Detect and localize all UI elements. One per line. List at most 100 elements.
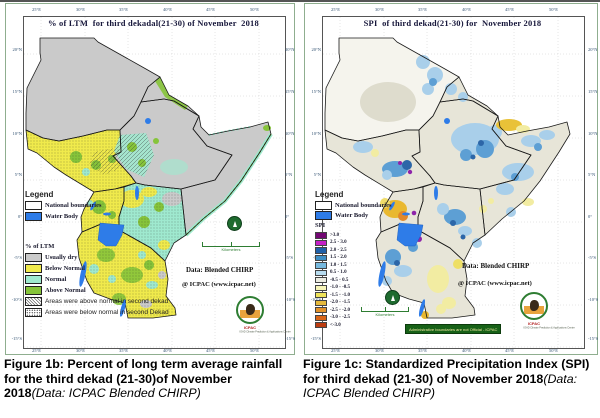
axis-tick-label: 30°E xyxy=(76,7,86,12)
axis-tick-label: 40°E xyxy=(163,348,173,353)
icpac-logo-subtitle: IGAD Climate Prediction & Applications C… xyxy=(523,326,575,330)
legend-class-swatch xyxy=(315,269,327,276)
legend-class-label: 2.0 - 2.5 xyxy=(330,247,347,253)
top-border-line xyxy=(0,0,600,2)
axis-tick-label: 5°N xyxy=(588,172,596,177)
axis-tick-label: -15°S xyxy=(285,336,296,341)
ltm-legend-section: % of LTM xyxy=(25,243,55,250)
boundary-swatch xyxy=(25,201,42,210)
scale-label: Kilometers xyxy=(221,247,241,252)
legend-class-swatch xyxy=(315,322,327,329)
axis-tick-label: 10°N xyxy=(588,131,598,136)
axis-tick-label: -10°S xyxy=(306,297,321,302)
axis-tick-label: 25°E xyxy=(331,348,341,353)
axis-tick-label: 35°E xyxy=(418,348,428,353)
axis-tick-label: 15°N xyxy=(285,89,295,94)
data-source-note: Data: Blended CHIRP xyxy=(186,266,254,274)
disclaimer-banner: Administrative boundaries are not Offici… xyxy=(405,324,502,334)
water-swatch xyxy=(25,212,42,221)
boundary-swatch xyxy=(315,201,332,210)
legend-class-label: -0.5 - 0.5 xyxy=(330,277,349,283)
axis-tick-label: 50°E xyxy=(549,7,559,12)
axis-tick-label: -5°S xyxy=(588,255,597,260)
axis-tick-label: 0° xyxy=(588,214,593,219)
hatch-label: Areas were above normal in second dekad xyxy=(45,298,169,305)
legend-class-row: 0.5 - 1.0 xyxy=(315,269,392,276)
legend-class-row: -0.5 - 0.5 xyxy=(315,277,392,284)
boundary-label: National boundaries xyxy=(45,202,102,209)
legend-class-row: -1.0 - -0.5 xyxy=(315,284,392,291)
attribution-note: @ ICPAC (www.icpac.net) xyxy=(182,281,256,288)
map-panel-ltm: % of LTM for third dekadal(21-30) of Nov… xyxy=(5,3,295,355)
axis-tick-label: 35°E xyxy=(119,7,129,12)
caption-italic-text: (Data: ICPAC Blended CHIRP) xyxy=(303,371,578,401)
scale-bar: Kilometers xyxy=(361,307,409,317)
legend-class-row: <-3.0 xyxy=(315,322,392,329)
icpac-logo-icon xyxy=(520,292,548,320)
map-panel-spi: SPI of third dekad(21-30) for November 2… xyxy=(304,3,598,355)
axis-tick-label: 45°E xyxy=(505,7,515,12)
spi-legend: Legend National boundaries Water Body SP… xyxy=(315,190,392,330)
axis-tick-label: 5°N xyxy=(313,172,321,177)
legend-class-label: 2.5 - 3.0 xyxy=(330,240,347,246)
axis-tick-label: 20°N xyxy=(311,47,321,52)
hatch-swatch xyxy=(25,297,42,306)
legend-class-row: Usually dry xyxy=(25,253,169,262)
legend-class-label: Usually dry xyxy=(45,254,78,261)
axis-tick-label: -10°S xyxy=(588,297,599,302)
spi-map-plot xyxy=(322,16,585,349)
spi-legend-classes: >3.0 2.5 - 3.0 2.0 - 2.5 1.5 - 2.0 1.0 - 1.5… xyxy=(315,232,392,329)
ltm-legend-classes: Usually dry Below Normal Normal Above Norma… xyxy=(25,253,169,295)
legend-class-swatch xyxy=(25,253,42,262)
legend-row-dots: Areas were below normal in second Dekad xyxy=(25,308,169,317)
legend-class-label: 1.0 - 1.5 xyxy=(330,262,347,268)
legend-class-label: >3.0 xyxy=(330,232,340,238)
north-arrow-icon xyxy=(385,290,400,305)
legend-class-swatch xyxy=(315,262,327,269)
legend-class-label: 0.5 - 1.0 xyxy=(330,270,347,276)
axis-tick-label: 50°E xyxy=(250,7,260,12)
axis-tick-label: 30°E xyxy=(375,7,385,12)
caption-figure-1c: Figure 1c: Standardized Precipitation In… xyxy=(303,357,598,401)
axis-tick-label: 35°E xyxy=(418,7,428,12)
legend-header: Legend xyxy=(25,190,54,199)
legend-class-row: -3.0 - -2.5 xyxy=(315,314,392,321)
legend-class-label: -3.0 - -2.5 xyxy=(330,315,350,321)
scale-label: Kilometers xyxy=(375,312,395,317)
axis-tick-label: 40°E xyxy=(462,7,472,12)
legend-class-row: 1.5 - 2.0 xyxy=(315,254,392,262)
axis-tick-label: 35°E xyxy=(119,348,129,353)
legend-class-label: 1.5 - 2.0 xyxy=(330,255,347,261)
legend-class-swatch xyxy=(25,264,42,273)
axis-tick-label: 10°N xyxy=(285,131,295,136)
legend-class-swatch xyxy=(315,284,327,291)
legend-class-row: -2.5 - -2.0 xyxy=(315,307,392,314)
axis-tick-label: -15°S xyxy=(310,336,321,341)
icpac-logo-icon xyxy=(236,296,264,324)
legend-class-label: <-3.0 xyxy=(330,322,341,328)
legend-class-row: Below Normal xyxy=(25,264,169,273)
caption-italic-text: (Data: ICPAC Blended CHIRP) xyxy=(31,386,201,401)
axis-tick-label: 45°E xyxy=(505,348,515,353)
legend-class-swatch xyxy=(25,275,42,284)
icpac-logo-name: ICPAC xyxy=(527,321,541,326)
legend-class-row: Above Normal xyxy=(25,286,169,295)
axis-tick-label: 40°E xyxy=(462,348,472,353)
axis-tick-label: 50°E xyxy=(549,348,559,353)
legend-row-boundaries: National boundaries xyxy=(315,201,392,210)
axis-tick-label: -10°S xyxy=(285,297,296,302)
axis-tick-label: 10°N xyxy=(12,131,22,136)
axis-tick-label: 25°E xyxy=(32,348,42,353)
ltm-map xyxy=(24,17,285,348)
caption-bold-text: Figure 1b: Percent of long term average … xyxy=(4,357,283,401)
axis-tick-label: 0° xyxy=(285,214,290,219)
dots-swatch xyxy=(25,308,42,317)
axis-tick-label: -15°S xyxy=(11,336,22,341)
axis-tick-label: 15°N xyxy=(311,89,321,94)
axis-tick-label: 20°N xyxy=(588,47,598,52)
legend-row-hatch: Areas were above normal in second dekad xyxy=(25,297,169,306)
axis-tick-label: -5°S xyxy=(13,255,22,260)
icpac-logo: ICPAC IGAD Climate Prediction & Applicat… xyxy=(517,292,575,331)
water-label: Water Body xyxy=(45,213,79,220)
caption-figure-1b: Figure 1b: Percent of long term average … xyxy=(4,357,296,401)
